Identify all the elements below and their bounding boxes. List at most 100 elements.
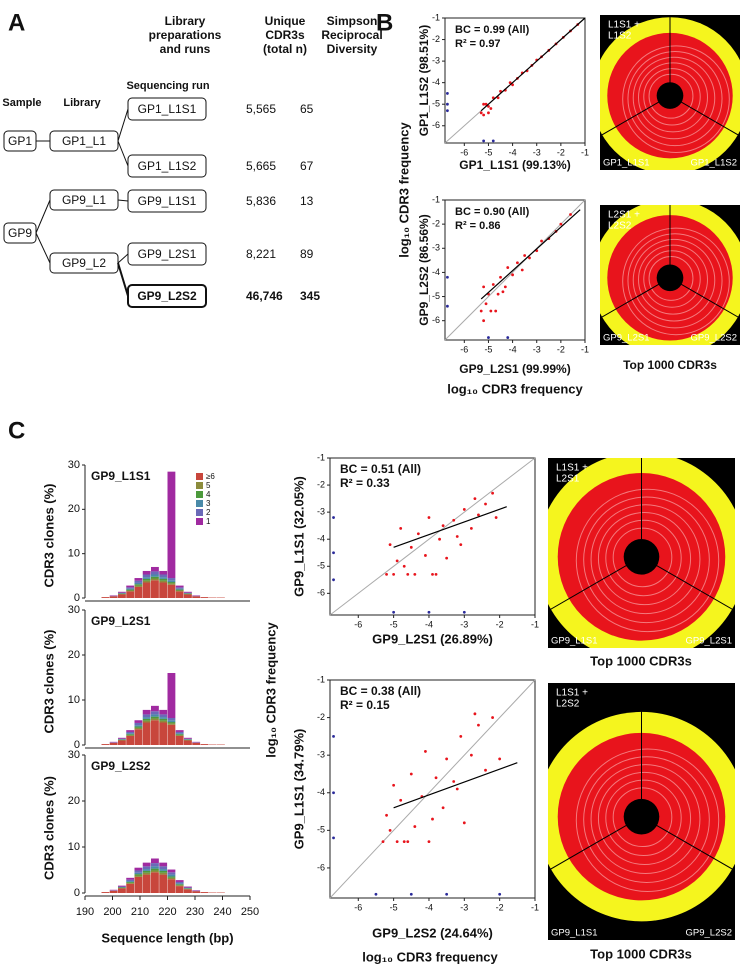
point bbox=[438, 537, 441, 541]
point bbox=[494, 309, 498, 313]
point bbox=[484, 768, 487, 772]
bar bbox=[101, 744, 110, 745]
point bbox=[487, 336, 490, 339]
point bbox=[395, 559, 399, 563]
point bbox=[528, 256, 531, 260]
diversity: 67 bbox=[300, 159, 314, 173]
circos-link bbox=[590, 764, 701, 874]
point bbox=[446, 304, 449, 308]
point bbox=[455, 535, 459, 538]
bar bbox=[175, 884, 184, 886]
point bbox=[332, 836, 335, 840]
bar bbox=[159, 874, 168, 893]
bar bbox=[142, 874, 151, 893]
bar bbox=[175, 883, 184, 885]
bar bbox=[167, 874, 176, 877]
bar bbox=[118, 888, 126, 893]
bar bbox=[151, 580, 159, 598]
bar bbox=[167, 582, 176, 584]
x-tick-label: 200 bbox=[103, 906, 121, 918]
point bbox=[484, 102, 488, 106]
y-tick-label: 0 bbox=[74, 592, 80, 604]
y-tick-label: -1 bbox=[432, 12, 440, 22]
point bbox=[332, 516, 335, 519]
x-tick-label: -2 bbox=[496, 619, 504, 629]
bar bbox=[175, 881, 184, 884]
bar bbox=[200, 892, 209, 893]
y-tick-label: -6 bbox=[432, 315, 440, 325]
circos-divider bbox=[548, 816, 642, 872]
bar bbox=[175, 731, 184, 734]
bar bbox=[126, 731, 135, 734]
point bbox=[427, 516, 431, 519]
point bbox=[446, 275, 449, 279]
y-tick-label: -5 bbox=[317, 561, 325, 571]
point bbox=[506, 266, 510, 269]
point bbox=[332, 791, 335, 795]
point bbox=[523, 254, 527, 257]
y-tick-label: -6 bbox=[317, 862, 325, 872]
fit-line bbox=[480, 17, 586, 112]
y-tick-label: 20 bbox=[68, 649, 80, 661]
bar bbox=[142, 872, 151, 875]
circos-link bbox=[643, 68, 701, 126]
point bbox=[392, 572, 396, 576]
bar bbox=[175, 730, 184, 732]
run-box bbox=[127, 154, 207, 178]
circos-plot bbox=[600, 205, 740, 345]
chart-title: GP9_L2S1 bbox=[91, 614, 151, 628]
bar bbox=[126, 733, 135, 735]
point bbox=[409, 545, 413, 549]
run: GP9_L2S1 bbox=[138, 247, 197, 261]
y-tick-label: 20 bbox=[68, 503, 80, 515]
circos-label: L1S2 bbox=[608, 31, 632, 42]
column-header: Unique bbox=[265, 14, 306, 28]
bar bbox=[167, 673, 176, 718]
bar bbox=[142, 582, 151, 598]
bar bbox=[159, 722, 168, 745]
bar bbox=[142, 866, 151, 870]
bar bbox=[159, 720, 168, 723]
point bbox=[499, 89, 502, 93]
bar bbox=[126, 589, 135, 591]
y-tick-label: -3 bbox=[317, 507, 325, 517]
bar bbox=[109, 890, 118, 893]
point bbox=[446, 92, 449, 95]
point bbox=[374, 892, 378, 896]
bar bbox=[192, 891, 201, 893]
bar bbox=[175, 736, 184, 745]
point bbox=[455, 787, 459, 791]
bar bbox=[159, 869, 168, 871]
y-tick-label: -2 bbox=[432, 219, 440, 229]
point bbox=[388, 828, 392, 832]
y-tick-label: -3 bbox=[317, 750, 325, 760]
library: GP9_L2 bbox=[62, 256, 106, 270]
circos-divider bbox=[669, 95, 740, 137]
bar bbox=[126, 585, 135, 588]
y-tick-label: 10 bbox=[68, 841, 80, 853]
point bbox=[494, 516, 498, 519]
connector bbox=[117, 108, 129, 142]
point bbox=[431, 572, 434, 576]
fit-line bbox=[480, 209, 581, 300]
bar bbox=[142, 720, 151, 723]
point bbox=[491, 491, 494, 495]
point bbox=[388, 543, 392, 547]
point bbox=[434, 776, 438, 780]
point bbox=[459, 543, 463, 547]
y-tick-label: 30 bbox=[68, 749, 80, 761]
bar bbox=[126, 587, 135, 589]
bar bbox=[175, 734, 184, 736]
point bbox=[409, 772, 413, 776]
bar bbox=[134, 872, 143, 875]
bar bbox=[167, 720, 176, 723]
y-tick-label: -3 bbox=[432, 55, 440, 65]
point bbox=[508, 81, 512, 85]
bar bbox=[175, 880, 184, 882]
legend-label: 4 bbox=[206, 490, 211, 499]
circos-divider bbox=[600, 95, 671, 137]
bar bbox=[118, 594, 126, 598]
point bbox=[516, 261, 519, 265]
bar bbox=[159, 578, 168, 581]
